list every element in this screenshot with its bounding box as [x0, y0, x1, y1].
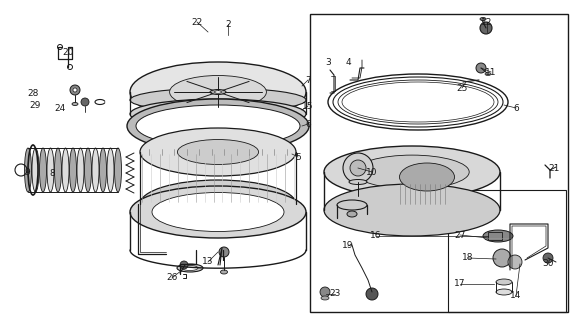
Text: 19: 19	[342, 242, 354, 251]
Ellipse shape	[178, 191, 259, 217]
Ellipse shape	[62, 148, 69, 192]
Ellipse shape	[355, 155, 469, 189]
Ellipse shape	[337, 200, 367, 210]
Ellipse shape	[77, 148, 84, 192]
Circle shape	[180, 261, 188, 269]
Ellipse shape	[321, 296, 329, 300]
Ellipse shape	[85, 148, 91, 192]
Text: 29: 29	[29, 100, 41, 109]
Text: 24: 24	[55, 103, 66, 113]
Circle shape	[81, 98, 89, 106]
Circle shape	[320, 287, 330, 297]
Ellipse shape	[130, 88, 306, 112]
Ellipse shape	[146, 102, 290, 126]
Text: 9: 9	[24, 167, 30, 177]
Circle shape	[476, 63, 486, 73]
Text: 11: 11	[485, 68, 497, 76]
Circle shape	[493, 249, 511, 267]
Ellipse shape	[220, 270, 228, 274]
Ellipse shape	[496, 289, 512, 295]
Ellipse shape	[92, 148, 99, 192]
Circle shape	[480, 22, 492, 34]
Ellipse shape	[480, 18, 486, 20]
Bar	[310, 14, 568, 312]
Text: 17: 17	[454, 279, 466, 289]
Ellipse shape	[152, 193, 284, 231]
Text: 14: 14	[510, 292, 522, 300]
Text: 27: 27	[454, 230, 466, 239]
Ellipse shape	[114, 148, 121, 192]
Text: 12: 12	[481, 18, 493, 27]
Text: 6: 6	[305, 119, 311, 129]
Text: 30: 30	[542, 259, 554, 268]
Ellipse shape	[182, 266, 198, 270]
Circle shape	[70, 85, 80, 95]
Ellipse shape	[214, 91, 221, 93]
Bar	[448, 190, 566, 312]
Ellipse shape	[347, 211, 357, 217]
Ellipse shape	[55, 148, 62, 192]
Text: 6: 6	[513, 103, 519, 113]
Ellipse shape	[99, 148, 106, 192]
Ellipse shape	[210, 90, 226, 94]
Circle shape	[508, 255, 522, 269]
Text: 10: 10	[366, 167, 378, 177]
Circle shape	[366, 288, 378, 300]
Ellipse shape	[32, 148, 39, 192]
Text: 21: 21	[549, 164, 559, 172]
Circle shape	[73, 88, 77, 92]
Ellipse shape	[483, 230, 513, 242]
Ellipse shape	[127, 99, 309, 153]
Text: 23: 23	[329, 290, 340, 299]
Ellipse shape	[324, 146, 500, 198]
Text: 20: 20	[62, 47, 74, 57]
Circle shape	[343, 153, 373, 183]
Text: 25: 25	[457, 84, 467, 92]
Circle shape	[543, 253, 553, 263]
Text: 3: 3	[325, 58, 331, 67]
Ellipse shape	[496, 279, 512, 285]
Ellipse shape	[177, 264, 203, 272]
Circle shape	[350, 160, 366, 176]
Ellipse shape	[349, 180, 367, 185]
Ellipse shape	[130, 62, 306, 122]
Ellipse shape	[178, 140, 259, 164]
Text: 2: 2	[225, 20, 231, 28]
Ellipse shape	[170, 76, 266, 108]
Text: 7: 7	[305, 76, 311, 84]
Ellipse shape	[140, 180, 296, 228]
Ellipse shape	[136, 105, 300, 147]
Text: 13: 13	[202, 258, 214, 267]
Text: 22: 22	[191, 18, 202, 27]
Text: 18: 18	[462, 253, 474, 262]
Text: 8: 8	[49, 169, 55, 178]
Text: 5: 5	[295, 153, 301, 162]
Ellipse shape	[324, 184, 500, 236]
Ellipse shape	[130, 99, 306, 129]
Ellipse shape	[400, 163, 454, 191]
Ellipse shape	[485, 73, 491, 76]
Ellipse shape	[47, 148, 54, 192]
Circle shape	[219, 247, 229, 257]
Text: 15: 15	[302, 101, 314, 110]
Ellipse shape	[130, 186, 306, 238]
Text: 4: 4	[345, 58, 351, 67]
Ellipse shape	[25, 148, 32, 192]
Ellipse shape	[140, 128, 296, 176]
Ellipse shape	[70, 148, 76, 192]
Ellipse shape	[40, 148, 47, 192]
Ellipse shape	[72, 102, 78, 106]
Text: 28: 28	[28, 89, 39, 98]
Ellipse shape	[107, 148, 114, 192]
Text: 16: 16	[370, 231, 382, 241]
Bar	[488, 232, 502, 240]
Text: 26: 26	[166, 274, 178, 283]
